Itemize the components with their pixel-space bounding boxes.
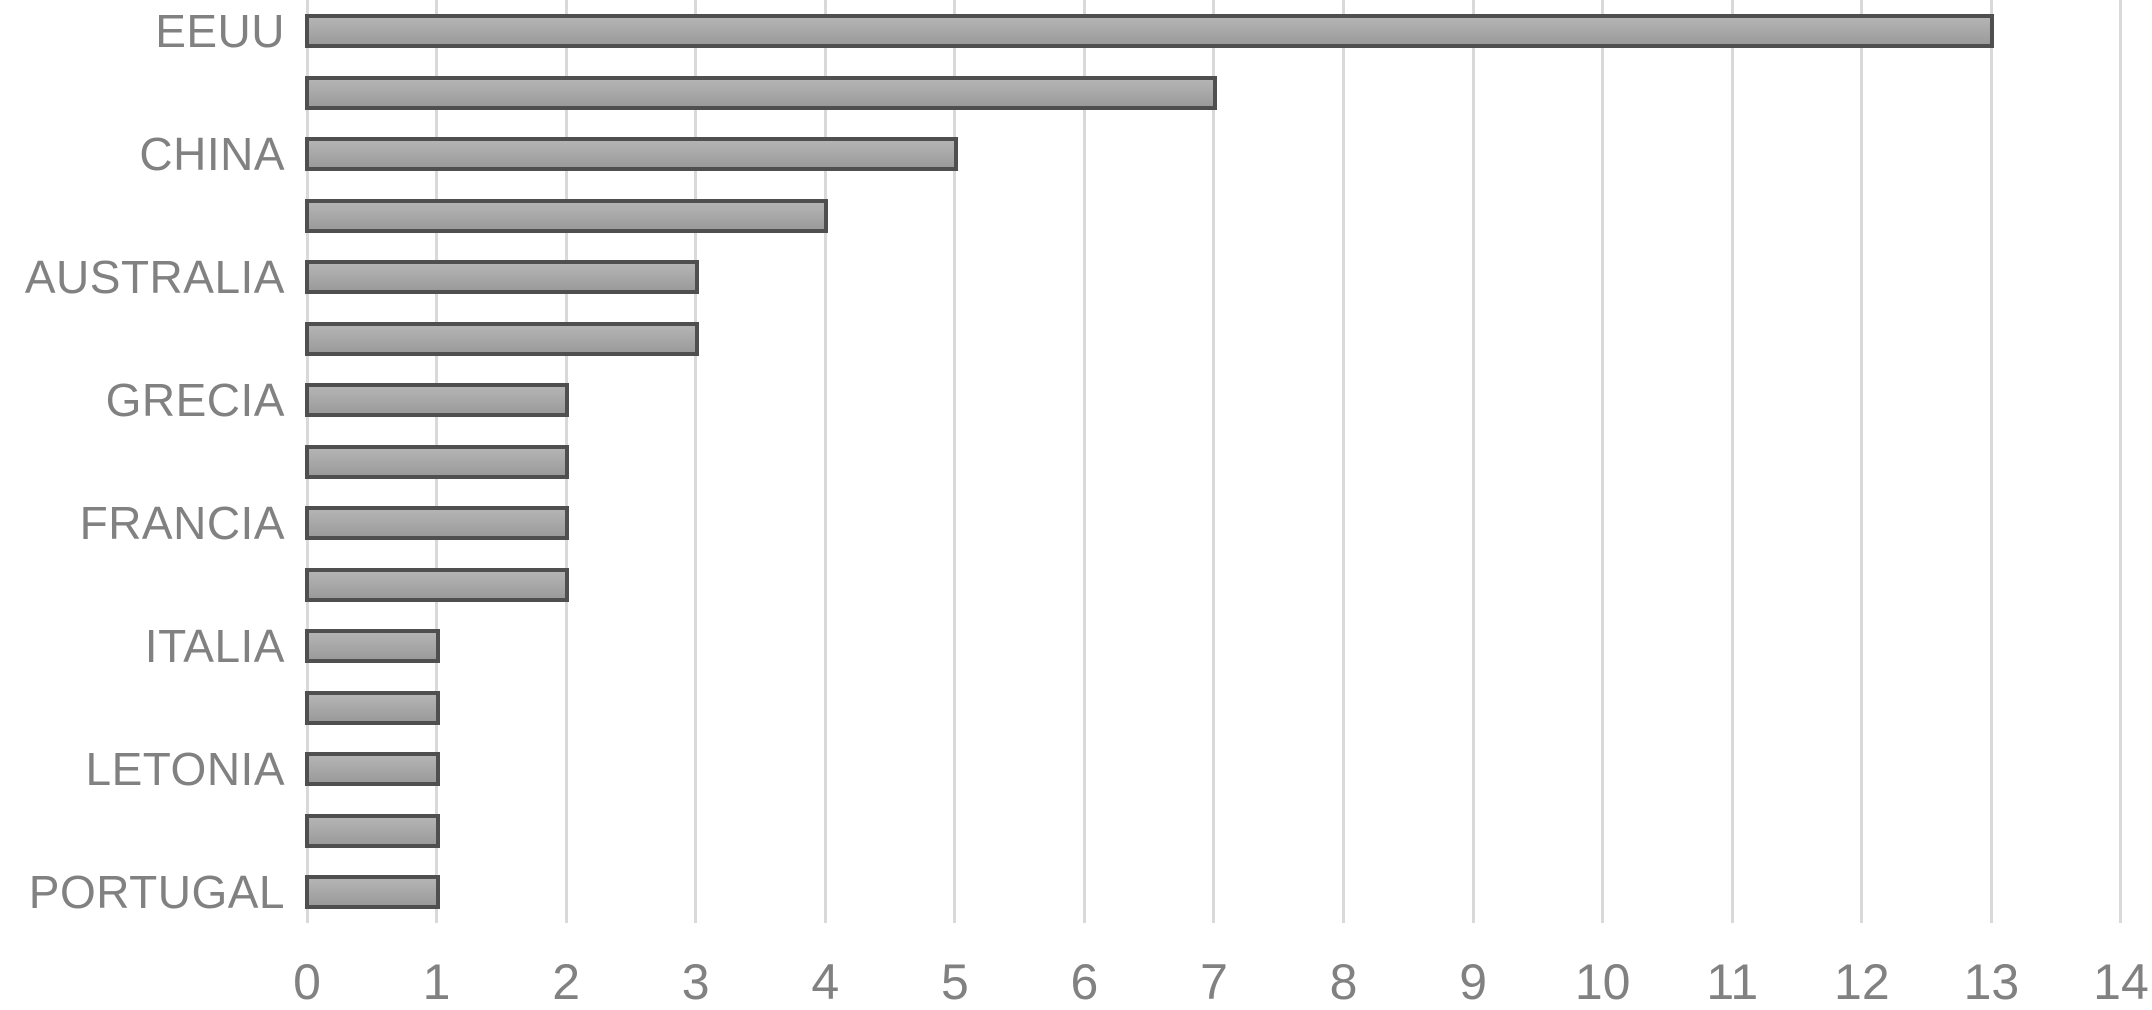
- x-tick-label: 6: [1070, 954, 1099, 1010]
- x-tick-label: 9: [1459, 954, 1488, 1010]
- bar: [305, 383, 570, 417]
- gridline: [1212, 0, 1216, 923]
- bar: [305, 814, 440, 848]
- x-tick-label: 11: [1706, 954, 1759, 1010]
- x-tick-label: 2: [552, 954, 581, 1010]
- bar: [305, 752, 440, 786]
- bar: [305, 629, 440, 663]
- bar: [305, 199, 829, 233]
- x-tick-label: 3: [681, 954, 710, 1010]
- x-tick-label: 8: [1329, 954, 1358, 1010]
- x-tick-label: 0: [293, 954, 321, 1010]
- gridline: [1471, 0, 1475, 923]
- x-tick-label: 4: [811, 954, 840, 1010]
- bar: [305, 322, 699, 356]
- x-tick-label: 5: [940, 954, 969, 1010]
- x-tick-label: 1: [422, 954, 451, 1010]
- category-label: ITALIA: [144, 620, 285, 672]
- category-label: EEUU: [155, 5, 285, 57]
- gridline: [953, 0, 957, 923]
- bar: [305, 76, 1217, 110]
- bar: [305, 875, 440, 909]
- bar: [305, 568, 570, 602]
- category-label: PORTUGAL: [28, 866, 285, 918]
- bar: [305, 506, 570, 540]
- category-label: FRANCIA: [79, 497, 285, 549]
- bar: [305, 445, 570, 479]
- x-tick-label: 7: [1200, 954, 1228, 1010]
- x-tick-label: 12: [1834, 954, 1890, 1010]
- gridline: [1342, 0, 1346, 923]
- x-tick-label: 10: [1574, 954, 1631, 1010]
- gridline: [1989, 0, 1993, 923]
- gridline: [1082, 0, 1086, 923]
- bar: [305, 260, 699, 294]
- x-tick-label: 14: [2093, 954, 2149, 1010]
- bar: [305, 691, 440, 725]
- category-label: CHINA: [139, 128, 285, 180]
- category-label: AUSTRALIA: [24, 251, 285, 303]
- gridline: [2119, 0, 2123, 923]
- category-label: LETONIA: [85, 743, 285, 795]
- gridline: [1860, 0, 1864, 923]
- bar: [305, 137, 958, 171]
- gridline: [694, 0, 698, 923]
- gridline: [1730, 0, 1734, 923]
- gridline: [1601, 0, 1605, 923]
- x-tick-label: 13: [1963, 954, 2020, 1010]
- category-label: GRECIA: [105, 374, 285, 426]
- bar: [305, 14, 1995, 48]
- gridline: [823, 0, 827, 923]
